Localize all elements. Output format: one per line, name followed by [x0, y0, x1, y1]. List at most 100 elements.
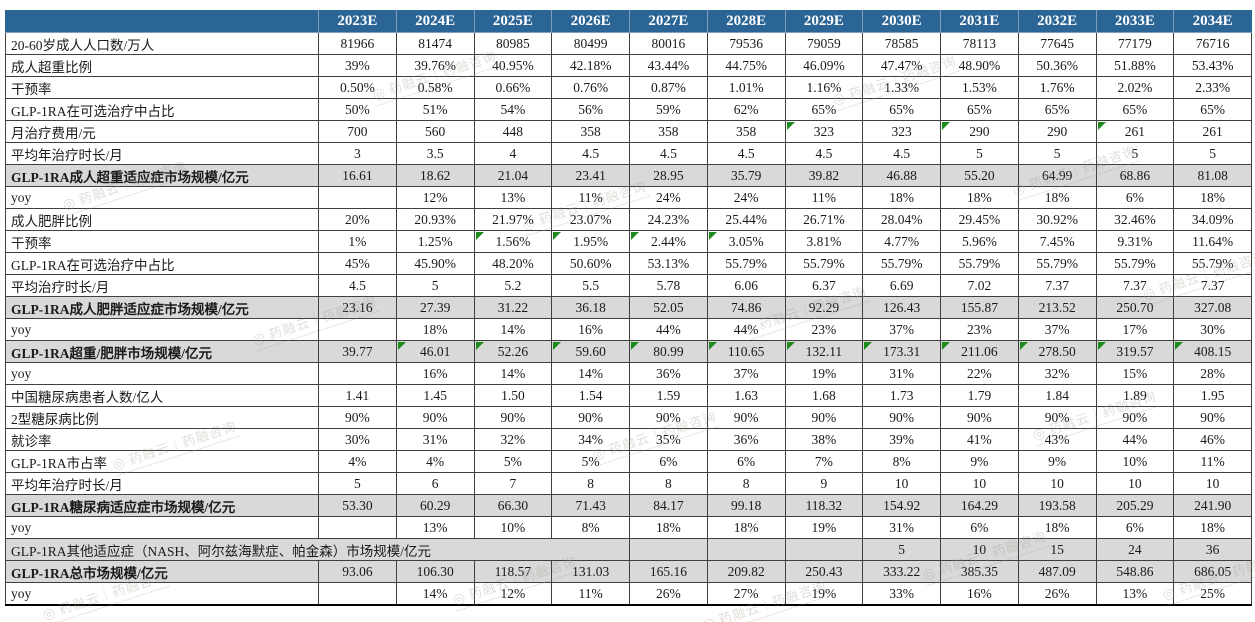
data-cell: 66.30: [473, 494, 553, 517]
data-cell: 90%: [706, 406, 786, 429]
row-label: GLP-1RA成人超重适应症市场规模/亿元: [5, 164, 319, 187]
data-cell: 213.52: [1017, 296, 1097, 319]
row-label: 干预率: [5, 230, 319, 253]
table-row: 平均年治疗时长/月 3 3.5 4 4.5 4.5 4.5 4.5 4.5 5 5 5 5: [5, 142, 1252, 165]
data-cell: 30%: [1173, 318, 1252, 341]
data-cell: 448: [473, 120, 553, 143]
data-cell: 45.90%: [395, 252, 475, 275]
data-cell: 4.5: [318, 274, 397, 297]
data-cell: 700: [318, 120, 397, 143]
data-cell: 46.09%: [784, 54, 864, 77]
data-cell: 323: [862, 120, 941, 143]
data-cell: [318, 362, 397, 385]
data-cell: 35.79: [706, 164, 786, 187]
data-cell: 6%: [1095, 516, 1175, 539]
data-cell: 74.86: [706, 296, 786, 319]
data-cell: 20%: [318, 208, 397, 231]
data-cell: 5%: [473, 450, 553, 473]
data-cell: 40.95%: [473, 54, 553, 77]
data-cell: 26%: [629, 582, 708, 606]
data-cell: 30%: [318, 428, 397, 451]
data-cell: 17%: [1095, 318, 1175, 341]
data-cell: 90%: [1017, 406, 1097, 429]
table-row: GLP-1RA在可选治疗中占比 45% 45.90% 48.20% 50.60% 53.1…: [5, 252, 1252, 275]
data-cell: 18%: [1017, 186, 1097, 209]
table-row: GLP-1RA总市场规模/亿元 93.06 106.30 118.57 131.03 16…: [5, 560, 1252, 583]
data-cell: 29.45%: [940, 208, 1019, 231]
data-cell: 7.37: [1017, 274, 1097, 297]
data-cell: 106.30: [395, 560, 475, 583]
data-cell: 65%: [862, 98, 941, 121]
data-cell: 333.22: [862, 560, 941, 583]
data-cell: 358: [551, 120, 630, 143]
year-header: 2024E: [395, 10, 475, 33]
data-cell: 90%: [940, 406, 1019, 429]
table-row: 月治疗费用/元 700 560 448 358 358 358 323 323 290 290 261…: [5, 120, 1252, 143]
data-cell: 53.13%: [629, 252, 708, 275]
data-cell: 90%: [318, 406, 397, 429]
data-cell: 39.76%: [395, 54, 475, 77]
row-label: yoy: [5, 362, 319, 385]
data-cell: 5: [318, 472, 397, 495]
data-cell: 408.15: [1173, 340, 1252, 363]
table-row: 就诊率 30% 31% 32% 34% 35% 36% 38% 39% 41% 43% 44% 46%: [5, 428, 1252, 451]
table-row: GLP-1RA其他适应症（NASH、阿尔兹海默症、帕金森）市场规模/亿元 5 10 1…: [5, 538, 1252, 561]
data-cell: 62%: [706, 98, 786, 121]
data-cell: 90%: [862, 406, 941, 429]
data-cell: 43.44%: [629, 54, 708, 77]
data-cell: 1.89: [1095, 384, 1175, 407]
data-cell: 1.76%: [1017, 76, 1097, 99]
data-cell: 51%: [395, 98, 475, 121]
data-cell: 81474: [395, 32, 475, 55]
table-row: GLP-1RA在可选治疗中占比 50% 51% 54% 56% 59% 62% 65% 65% 6…: [5, 98, 1252, 121]
data-cell: 44%: [629, 318, 708, 341]
data-cell: 9: [784, 472, 864, 495]
year-header: 2028E: [706, 10, 786, 33]
table-row: yoy 13% 10% 8% 18% 18% 19% 31% 6% 18% 6% 18%: [5, 516, 1252, 539]
row-label: yoy: [5, 318, 319, 341]
data-cell: 6%: [706, 450, 786, 473]
table-row: yoy 14% 12% 11% 26% 27% 19% 33% 16% 26% 13% 25%: [5, 582, 1252, 606]
data-cell: 27%: [706, 582, 786, 606]
data-cell: [318, 582, 397, 606]
data-cell: 1.45: [395, 384, 475, 407]
data-cell: 193.58: [1017, 494, 1097, 517]
data-cell: 55.79%: [1095, 252, 1175, 275]
data-cell: 1.50: [473, 384, 553, 407]
data-cell: 5: [940, 142, 1019, 165]
year-header: 2030E: [862, 10, 941, 33]
data-cell: 53.30: [318, 494, 397, 517]
table-row: yoy 12% 13% 11% 24% 24% 11% 18% 18% 18% 6% 18%: [5, 186, 1252, 209]
table-row: 中国糖尿病患者人数/亿人 1.41 1.45 1.50 1.54 1.59 1.63 1.68…: [5, 384, 1252, 407]
data-cell: 16.61: [318, 164, 397, 187]
data-cell: 10%: [473, 516, 553, 539]
row-label: 平均治疗时长/月: [5, 274, 319, 297]
year-header: 2034E: [1173, 10, 1252, 33]
data-cell: 28.95: [629, 164, 708, 187]
data-cell: 6%: [940, 516, 1019, 539]
data-cell: 8%: [862, 450, 941, 473]
glp1ra-market-forecast-table: 2023E 2024E 2025E 2026E 2027E 2028E 2029E 2030E…: [5, 10, 1252, 606]
data-cell: 90%: [395, 406, 475, 429]
data-cell: 18%: [706, 516, 786, 539]
data-cell: 278.50: [1017, 340, 1097, 363]
data-cell: 93.06: [318, 560, 397, 583]
data-cell: 76716: [1173, 32, 1252, 55]
data-cell: 9.31%: [1095, 230, 1175, 253]
data-cell: 5.5: [551, 274, 630, 297]
data-cell: 80499: [551, 32, 630, 55]
data-cell: 44.75%: [706, 54, 786, 77]
data-cell: 11.64%: [1173, 230, 1252, 253]
data-cell: 32.46%: [1095, 208, 1175, 231]
data-cell: 26%: [1017, 582, 1097, 606]
data-cell: 23.16: [318, 296, 397, 319]
row-label: 20-60岁成人人口数/万人: [5, 32, 319, 55]
data-cell: 24%: [629, 186, 708, 209]
data-cell: 31%: [862, 362, 941, 385]
data-cell: 2.44%: [629, 230, 708, 253]
report-table-screenshot: ◎药融云｜药融咨询 ◎药融云｜药融咨询 ◎药融云｜药融咨询 ◎药融云｜药融咨询 ◎药融云…: [0, 10, 1255, 622]
data-cell: 43%: [1017, 428, 1097, 451]
data-cell: 1.59: [629, 384, 708, 407]
data-cell: 6.06: [706, 274, 786, 297]
year-header: 2031E: [940, 10, 1019, 33]
